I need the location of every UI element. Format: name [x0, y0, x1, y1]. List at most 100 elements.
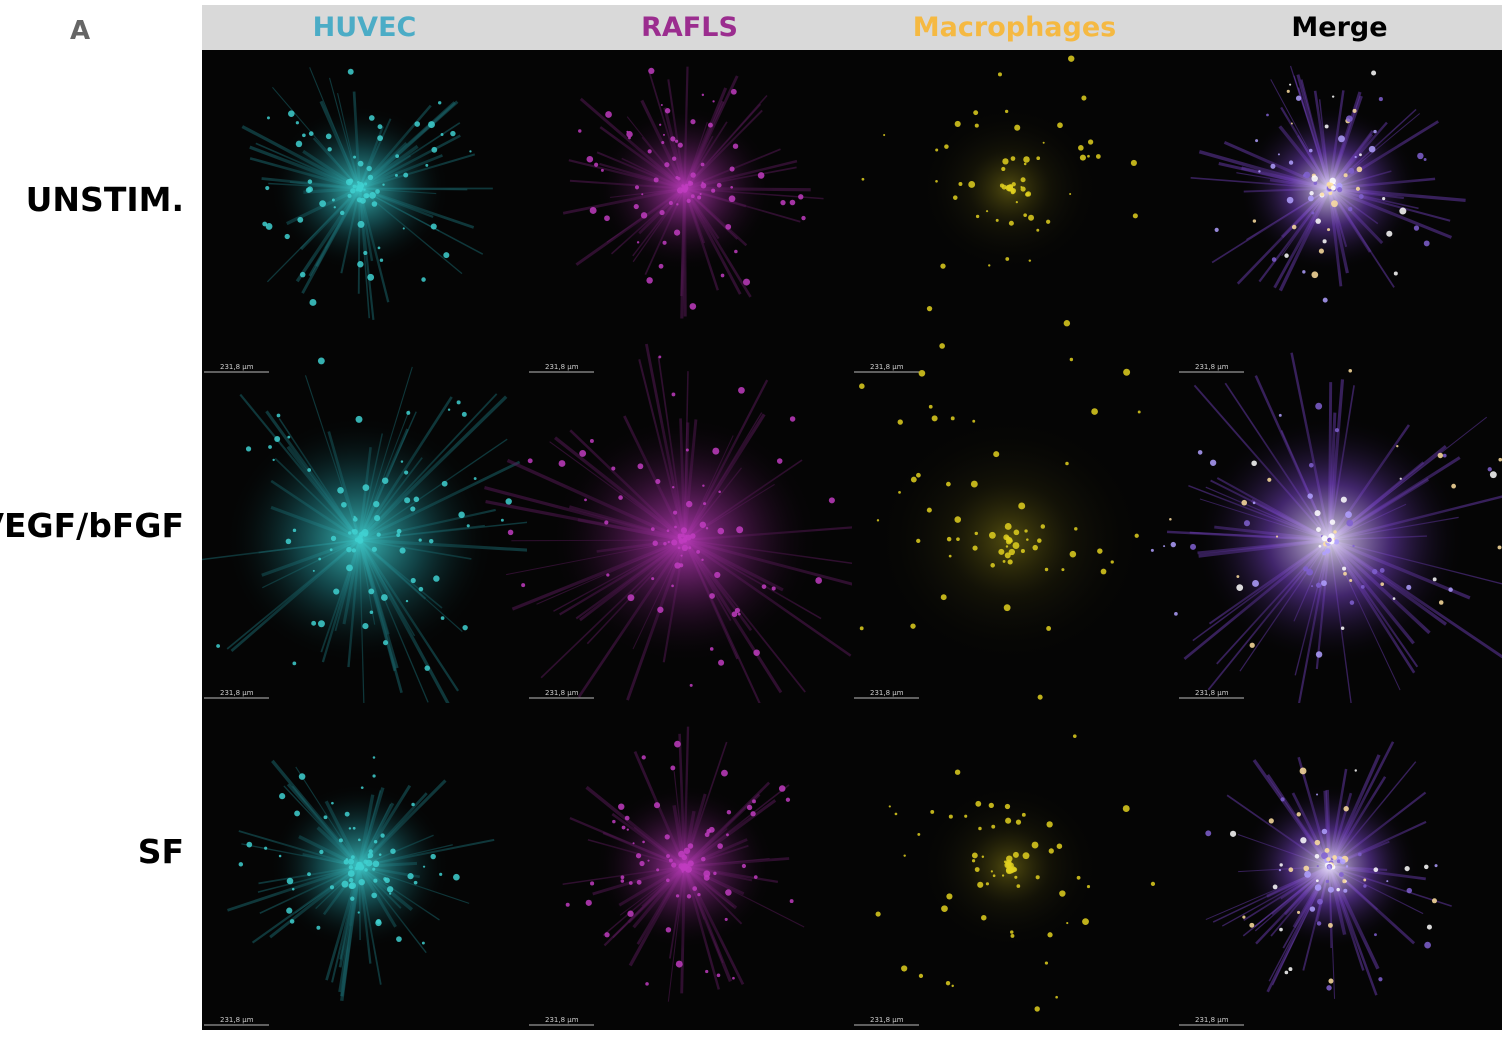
cell — [690, 194, 695, 199]
cell — [372, 756, 376, 759]
cell — [286, 907, 293, 914]
cell — [1026, 538, 1029, 541]
cell — [1023, 162, 1027, 166]
cell — [373, 878, 378, 883]
cell — [319, 200, 327, 208]
cell — [377, 246, 381, 250]
cell — [894, 812, 898, 816]
cell — [703, 502, 707, 506]
cell — [975, 214, 980, 219]
cell — [732, 143, 739, 149]
cell — [266, 116, 270, 120]
cell — [302, 133, 306, 138]
cell — [659, 123, 662, 126]
cell — [339, 210, 345, 216]
cell — [341, 880, 349, 888]
cell — [995, 218, 999, 222]
cell — [988, 802, 994, 809]
cell — [951, 984, 954, 988]
cell — [1047, 932, 1053, 938]
cell — [671, 584, 674, 588]
cell — [272, 458, 275, 462]
cell — [371, 546, 377, 552]
cell — [1331, 95, 1335, 98]
cell — [991, 824, 996, 829]
cell — [757, 172, 765, 179]
cell — [1324, 548, 1331, 554]
cell — [1016, 884, 1021, 888]
row-label: SF — [137, 832, 184, 871]
cell — [677, 546, 681, 550]
cell — [404, 470, 409, 475]
cell — [683, 847, 691, 854]
cell — [291, 887, 295, 891]
cell — [458, 511, 465, 519]
cell — [721, 769, 728, 777]
cell — [1413, 225, 1420, 231]
cell — [686, 198, 691, 203]
cell — [671, 392, 676, 397]
cell — [981, 914, 987, 921]
cell — [730, 88, 737, 95]
cell — [292, 661, 297, 666]
cell — [384, 877, 390, 884]
cell — [399, 547, 406, 554]
cell — [716, 182, 722, 188]
cell — [329, 548, 333, 552]
cell — [441, 480, 448, 487]
cell — [1040, 524, 1046, 529]
cell — [369, 610, 374, 615]
cell — [952, 195, 958, 200]
cell — [1333, 539, 1340, 545]
cell — [372, 867, 376, 871]
cell — [1349, 578, 1353, 582]
cell — [1324, 124, 1329, 129]
cell — [1448, 587, 1453, 592]
cell — [940, 263, 946, 269]
cell — [1363, 884, 1367, 888]
cell — [681, 870, 684, 873]
cell — [680, 187, 685, 192]
micrograph: 231,8 µm — [527, 50, 852, 377]
cell — [1404, 865, 1410, 872]
cell — [709, 593, 715, 599]
cell — [977, 881, 984, 888]
cell — [946, 481, 951, 487]
cell — [946, 536, 952, 542]
cell — [1243, 520, 1251, 527]
cell — [666, 854, 670, 858]
row-label: UNSTIM. — [25, 180, 184, 219]
cell — [705, 526, 709, 530]
cell — [1288, 160, 1294, 165]
cell — [1338, 135, 1345, 143]
cell — [776, 458, 783, 464]
cell — [341, 501, 347, 508]
cell — [1373, 867, 1379, 873]
cell — [1308, 148, 1313, 153]
cell — [1034, 1006, 1040, 1012]
cell — [1315, 582, 1322, 588]
cell — [308, 131, 314, 136]
cell — [395, 154, 400, 159]
cell — [707, 122, 713, 128]
cell — [651, 577, 655, 581]
cell — [1296, 812, 1301, 817]
cell — [1097, 548, 1103, 554]
cell — [1343, 571, 1347, 576]
cell — [368, 849, 373, 854]
cell — [362, 622, 369, 630]
cell — [705, 969, 709, 974]
cell — [611, 466, 616, 471]
cell — [646, 277, 653, 284]
cell — [1354, 155, 1357, 159]
cell — [1280, 797, 1285, 802]
cell — [378, 853, 382, 856]
cell — [382, 640, 389, 646]
cell — [973, 110, 979, 116]
cell — [946, 893, 953, 900]
cell — [944, 144, 949, 149]
cell — [1032, 544, 1038, 551]
cell — [798, 194, 804, 200]
cell — [954, 769, 961, 775]
cell — [447, 408, 451, 411]
